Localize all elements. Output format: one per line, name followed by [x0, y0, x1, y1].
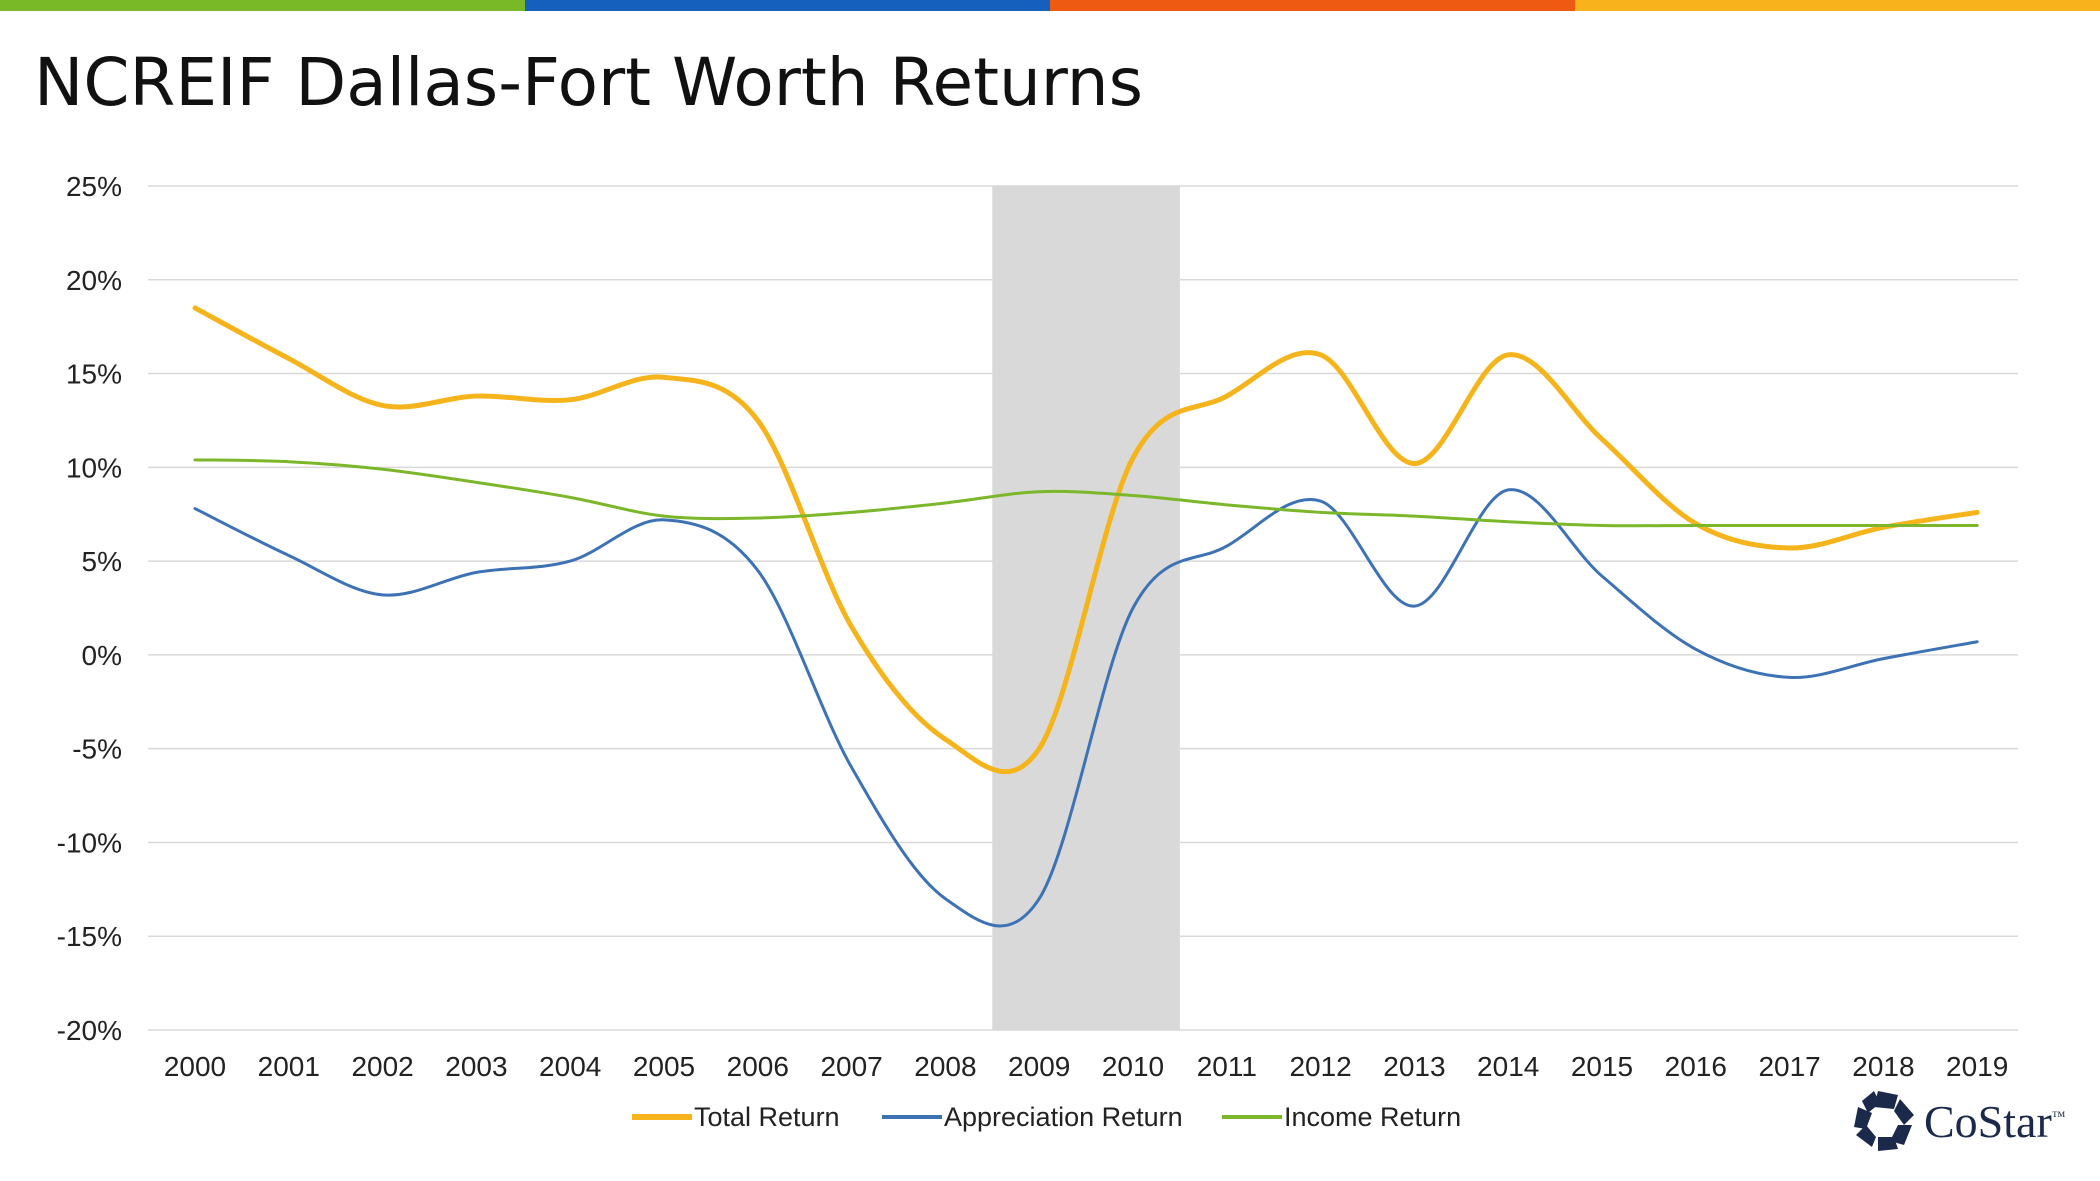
x-tick-label: 2014 [1477, 1051, 1539, 1082]
x-tick-label: 2010 [1102, 1051, 1164, 1082]
x-tick-label: 2009 [1008, 1051, 1070, 1082]
top-bar-yellow [1575, 0, 2100, 11]
y-tick-label: -5% [72, 734, 122, 765]
top-bar-green [0, 0, 525, 11]
x-tick-label: 2005 [633, 1051, 695, 1082]
x-tick-label: 2015 [1571, 1051, 1633, 1082]
x-tick-label: 2000 [164, 1051, 226, 1082]
costar-star-icon [1854, 1091, 1914, 1151]
y-tick-label: 25% [66, 171, 122, 202]
logo-text: CoStar™ [1924, 1096, 2066, 1147]
total-return-line [192, 305, 1980, 775]
x-tick-label: 2002 [351, 1051, 413, 1082]
y-tick-label: 5% [82, 546, 122, 577]
appreciation-return-line [193, 488, 1979, 928]
page-title: NCREIF Dallas-Fort Worth Returns [34, 44, 1143, 121]
top-bar-orange [1050, 0, 1575, 11]
top-color-bar [0, 0, 2100, 11]
legend-label-income-return: Income Return [1284, 1102, 1461, 1132]
y-tick-label: -10% [57, 827, 122, 858]
x-tick-label: 2017 [1758, 1051, 1820, 1082]
x-tick-label: 2004 [539, 1051, 601, 1082]
income-return-line [193, 458, 1979, 528]
x-tick-label: 2006 [727, 1051, 789, 1082]
x-tick-label: 2007 [820, 1051, 882, 1082]
y-tick-label: 0% [82, 640, 122, 671]
y-tick-label: -15% [57, 921, 122, 952]
costar-logo: CoStar™ [1850, 1088, 2080, 1154]
x-tick-label: 2019 [1946, 1051, 2008, 1082]
x-tick-label: 2016 [1665, 1051, 1727, 1082]
x-tick-label: 2012 [1289, 1051, 1351, 1082]
legend-label-total-return: Total Return [694, 1102, 840, 1132]
x-tick-label: 2001 [258, 1051, 320, 1082]
x-tick-label: 2011 [1197, 1051, 1257, 1082]
x-tick-label: 2008 [914, 1051, 976, 1082]
x-tick-label: 2013 [1383, 1051, 1445, 1082]
x-tick-label: 2003 [445, 1051, 507, 1082]
y-tick-label: 15% [66, 359, 122, 390]
top-bar-blue [525, 0, 1050, 11]
x-tick-label: 2018 [1852, 1051, 1914, 1082]
y-tick-label: -20% [57, 1015, 122, 1046]
y-tick-label: 20% [66, 265, 122, 296]
legend-label-appreciation-return: Appreciation Return [944, 1102, 1183, 1132]
y-tick-label: 10% [66, 452, 122, 483]
